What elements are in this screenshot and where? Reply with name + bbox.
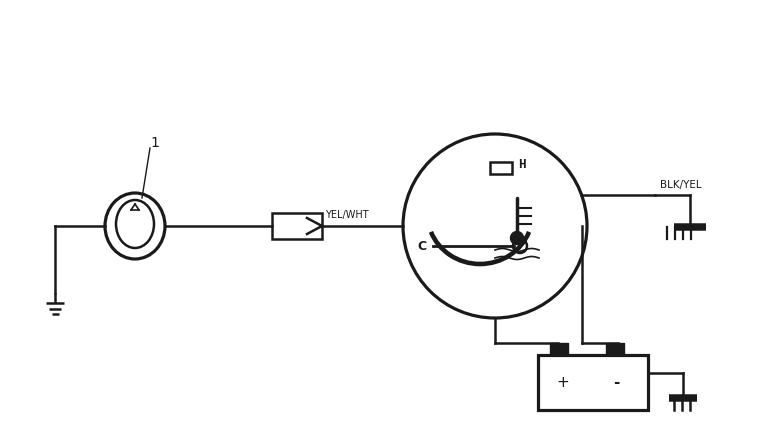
Text: 1: 1: [151, 136, 159, 150]
Text: H: H: [519, 158, 526, 171]
Bar: [272, 213, 322, 239]
Text: BLK/YEL: BLK/YEL: [660, 180, 701, 190]
Bar: [606, 343, 624, 355]
Bar: [490, 162, 512, 174]
Text: -: -: [613, 375, 619, 390]
Text: YEL/WHT: YEL/WHT: [325, 210, 368, 220]
Bar: [538, 355, 648, 410]
Text: C: C: [417, 240, 426, 253]
Bar: [550, 343, 568, 355]
Text: +: +: [557, 375, 570, 390]
Circle shape: [511, 232, 523, 245]
